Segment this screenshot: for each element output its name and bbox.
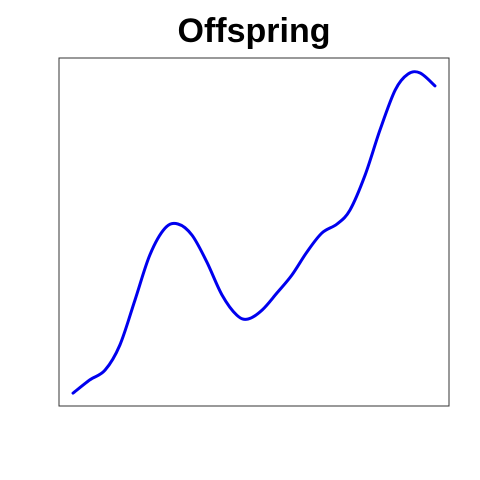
chart-title: Offspring	[178, 12, 331, 50]
data-line	[71, 70, 437, 395]
plot-frame	[58, 57, 450, 407]
